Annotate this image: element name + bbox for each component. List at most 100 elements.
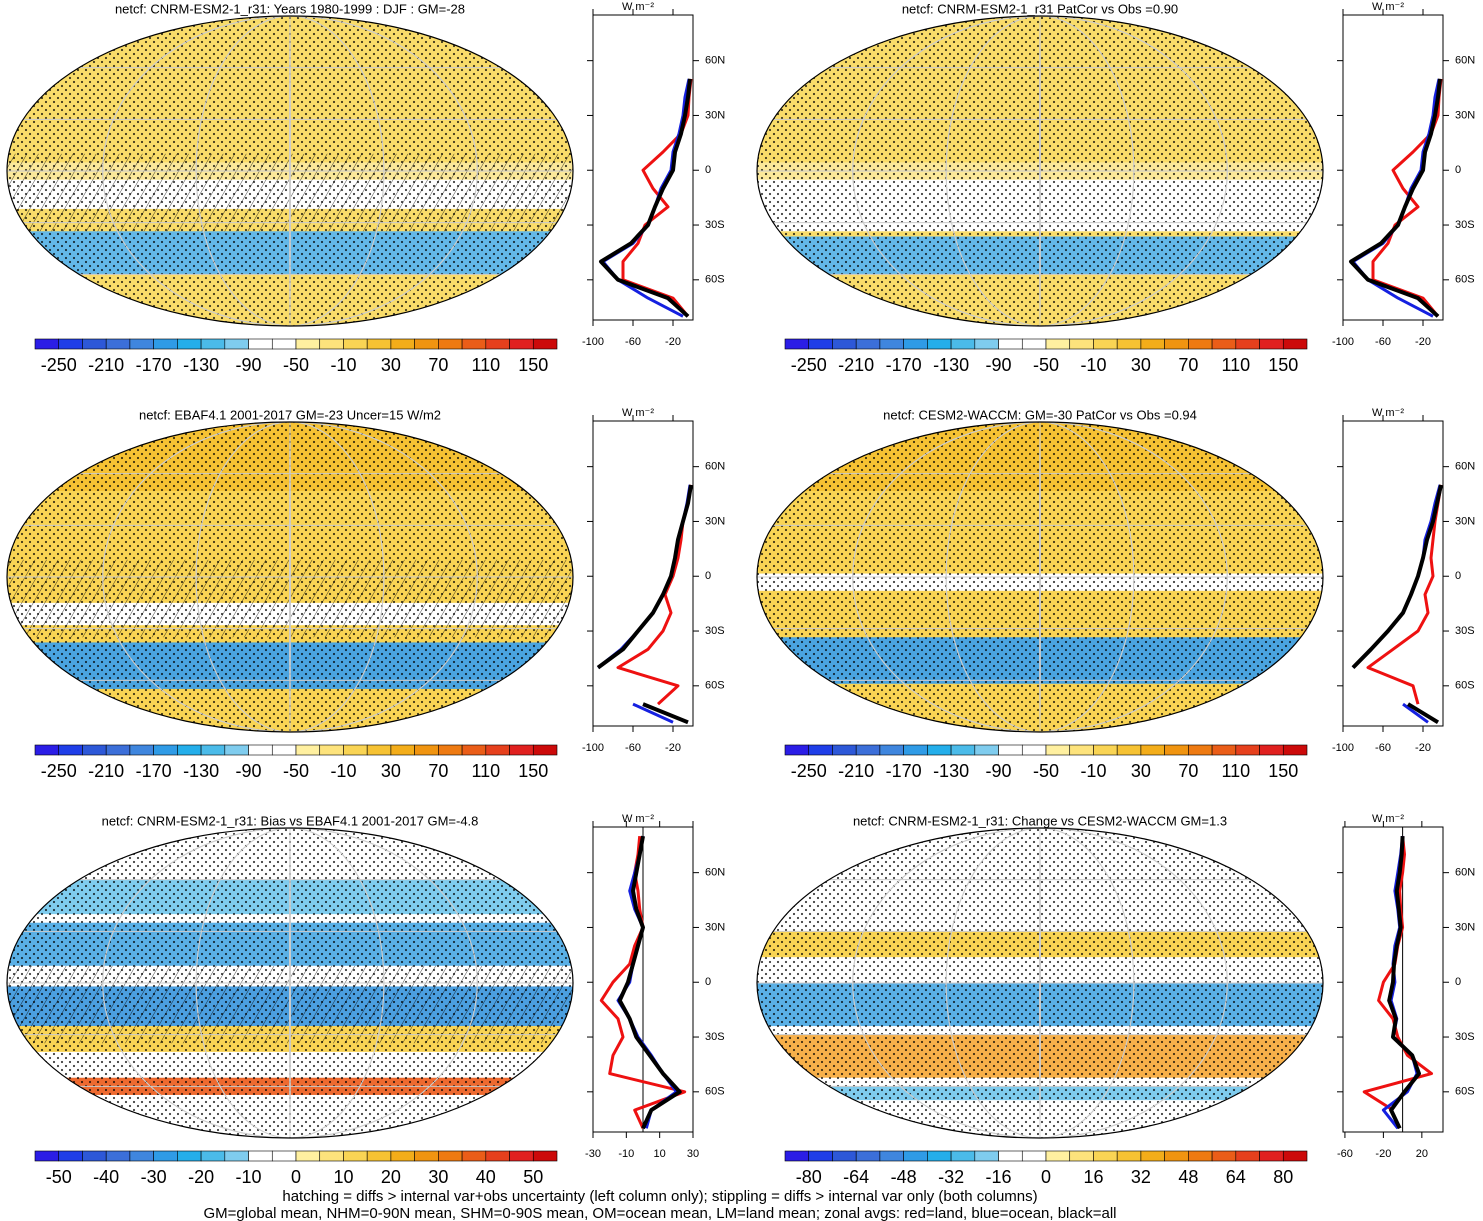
meridian bbox=[195, 16, 385, 326]
y-tick-label: 0 bbox=[705, 570, 711, 582]
y-tick-label: 60S bbox=[1455, 1086, 1475, 1098]
profile-line bbox=[1349, 78, 1442, 318]
colorbar-label: 0 bbox=[1041, 1167, 1051, 1187]
colorbar-box bbox=[1259, 744, 1284, 756]
colorbar-box bbox=[319, 744, 344, 756]
colorbar-label: 50 bbox=[523, 1167, 543, 1187]
colorbar-box bbox=[200, 744, 226, 756]
colorbar-box bbox=[1069, 338, 1094, 350]
colorbar-box bbox=[82, 1150, 107, 1162]
x-tick-label: -60 bbox=[625, 742, 641, 754]
colorbar-box bbox=[366, 338, 392, 350]
y-tick-label: 0 bbox=[1455, 570, 1461, 582]
colorbar-label: -250 bbox=[791, 355, 827, 375]
colorbar-box bbox=[1235, 744, 1260, 756]
map-outline bbox=[756, 827, 1324, 1139]
colorbar-label: -250 bbox=[791, 761, 827, 781]
colorbar-box bbox=[271, 744, 297, 756]
colorbar-label: -170 bbox=[136, 355, 172, 375]
profile-frame bbox=[592, 420, 694, 727]
map-outline bbox=[756, 421, 1324, 733]
colorbar-box bbox=[177, 338, 202, 350]
meridian bbox=[945, 828, 1135, 1138]
colorbar-box bbox=[224, 1150, 249, 1162]
x-axis-label: W m⁻² bbox=[1372, 407, 1404, 419]
colorbar-box bbox=[319, 338, 344, 350]
map bbox=[757, 422, 1323, 732]
colorbar-box bbox=[1282, 338, 1308, 350]
map-title: netcf: CESM2-WACCM: GM=-30 PatCor vs Obs… bbox=[883, 407, 1197, 422]
colorbar-box bbox=[390, 744, 415, 756]
x-tick-label: -20 bbox=[1375, 1148, 1391, 1160]
colorbar-label: -210 bbox=[838, 761, 874, 781]
colorbar-box bbox=[1282, 1150, 1308, 1162]
colorbar-label: -16 bbox=[986, 1167, 1012, 1187]
colorbar-label: 30 bbox=[1131, 355, 1151, 375]
colorbar-label: -90 bbox=[236, 761, 262, 781]
colorbar-box bbox=[1140, 1150, 1165, 1162]
footnote: GM=global mean, NHM=0-90N mean, SHM=0-90… bbox=[203, 1205, 1116, 1221]
y-tick-label: 60N bbox=[1455, 867, 1475, 879]
colorbar-box bbox=[784, 1150, 810, 1162]
colorbar-label: 110 bbox=[1221, 761, 1250, 781]
colorbar-box bbox=[1116, 1150, 1142, 1162]
colorbar-box bbox=[1211, 744, 1237, 756]
colorbar-label: 150 bbox=[1268, 761, 1298, 781]
profile-frame bbox=[1342, 14, 1444, 321]
profile-line bbox=[617, 835, 682, 1130]
colorbar-box bbox=[879, 744, 904, 756]
colorbar-box bbox=[390, 338, 415, 350]
y-tick-label: 30N bbox=[705, 921, 725, 933]
meridian bbox=[102, 828, 478, 1138]
colorbar-label: -130 bbox=[933, 761, 969, 781]
map bbox=[7, 828, 573, 1138]
colorbar-box bbox=[1021, 744, 1047, 756]
colorbar-label: 110 bbox=[1221, 355, 1250, 375]
colorbar-label: -64 bbox=[843, 1167, 869, 1187]
colorbar-box bbox=[129, 744, 154, 756]
colorbar-box bbox=[808, 338, 833, 350]
colorbar-label: -20 bbox=[188, 1167, 214, 1187]
colorbar-box bbox=[998, 1150, 1023, 1162]
x-axis-label: W m⁻² bbox=[622, 1, 654, 13]
colorbar-box bbox=[414, 338, 439, 350]
colorbar-label: 110 bbox=[471, 761, 500, 781]
y-tick-label: 60N bbox=[705, 55, 725, 67]
meridian bbox=[289, 828, 291, 1138]
colorbar-box bbox=[998, 744, 1023, 756]
y-tick-label: 0 bbox=[705, 976, 711, 988]
colorbar-box bbox=[461, 1150, 487, 1162]
colorbar-box bbox=[438, 338, 463, 350]
x-tick-label: 30 bbox=[687, 1148, 699, 1160]
colorbar-label: -10 bbox=[330, 355, 356, 375]
meridian bbox=[1039, 422, 1041, 732]
colorbar-box bbox=[485, 338, 510, 350]
colorbar-box bbox=[129, 1150, 154, 1162]
colorbar-label: 16 bbox=[1083, 1167, 1103, 1187]
colorbar-label: -40 bbox=[93, 1167, 119, 1187]
y-tick-label: 30N bbox=[1455, 109, 1475, 121]
colorbar-box bbox=[34, 744, 60, 756]
colorbar-box bbox=[784, 338, 810, 350]
profile-frame bbox=[1342, 420, 1444, 727]
colorbar-box bbox=[177, 744, 202, 756]
meridian bbox=[945, 16, 1135, 326]
x-tick-label: -10 bbox=[618, 1148, 634, 1160]
x-tick-label: -20 bbox=[665, 742, 681, 754]
colorbar-label: 10 bbox=[333, 1167, 353, 1187]
colorbar-box bbox=[224, 338, 249, 350]
footnote: hatching = diffs > internal var+obs unce… bbox=[282, 1188, 1037, 1205]
colorbar-label: 80 bbox=[1273, 1167, 1293, 1187]
y-tick-label: 60N bbox=[705, 867, 725, 879]
profile-line bbox=[1351, 78, 1441, 318]
y-tick-label: 30N bbox=[1455, 921, 1475, 933]
meridian bbox=[102, 16, 478, 326]
colorbar-label: 150 bbox=[1268, 355, 1298, 375]
profile-line bbox=[599, 78, 692, 318]
profile-line bbox=[601, 78, 691, 318]
colorbar-box bbox=[879, 1150, 904, 1162]
colorbar-box bbox=[485, 744, 510, 756]
x-tick-label: 10 bbox=[654, 1148, 666, 1160]
x-axis-label: W m⁻² bbox=[1372, 1, 1404, 13]
colorbar-box bbox=[1021, 1150, 1047, 1162]
